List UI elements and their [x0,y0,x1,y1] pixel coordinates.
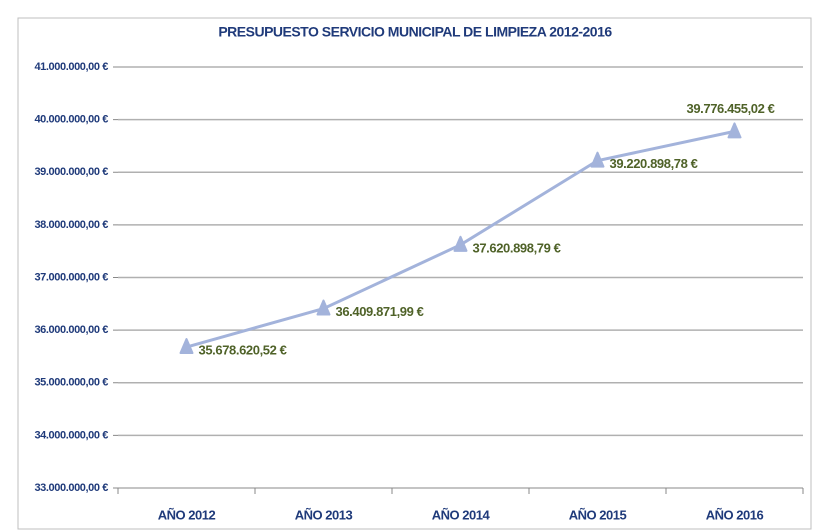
y-tick-label: 41.000.000,00 € [34,61,108,73]
y-tick-label: 36.000.000,00 € [34,324,108,336]
data-marker [453,235,468,252]
x-tick-label: AÑO 2014 [432,507,491,522]
y-tick-label: 37.000.000,00 € [34,271,108,283]
y-tick-label: 40.000.000,00 € [34,114,108,126]
chart-frame [17,17,812,530]
data-label: 35.678.620,52 € [199,342,287,357]
x-tick-label: AÑO 2013 [295,507,353,522]
x-tick-label: AÑO 2012 [158,507,216,522]
data-label: 37.620.898,79 € [473,240,561,255]
data-marker [316,299,331,316]
data-label: 39.220.898,78 € [610,156,698,171]
y-tick-label: 39.000.000,00 € [34,166,108,178]
x-tick-label: AÑO 2015 [569,507,627,522]
y-tick-label: 38.000.000,00 € [34,219,108,231]
chart-title: PRESUPUESTO SERVICIO MUNICIPAL DE LIMPIE… [218,24,612,40]
y-tick-label: 33.000.000,00 € [34,482,108,494]
data-marker [727,122,742,139]
data-label: 36.409.871,99 € [336,304,424,319]
y-tick-label: 35.000.000,00 € [34,377,108,389]
data-marker [179,338,194,355]
data-marker [590,151,605,168]
y-tick-label: 34.000.000,00 € [34,429,108,441]
x-tick-label: AÑO 2016 [706,507,764,522]
data-label: 39.776.455,02 € [687,101,775,116]
